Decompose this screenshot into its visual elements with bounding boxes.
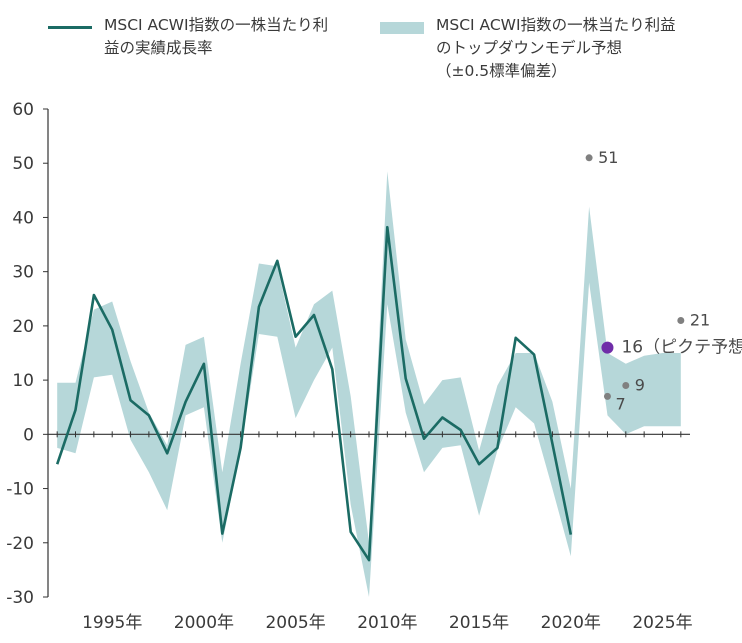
pictet-forecast-point	[601, 341, 614, 354]
legend-band-swatch	[380, 22, 424, 34]
forecast-point	[603, 392, 611, 400]
forecast-point-label: 21	[690, 310, 710, 329]
y-tick-label: 30	[12, 263, 34, 283]
y-tick-label: -10	[6, 480, 34, 500]
y-tick-label: 60	[12, 100, 34, 120]
forecast-point	[585, 154, 593, 162]
y-tick-label: -20	[6, 534, 34, 554]
y-tick-label: -30	[6, 588, 34, 608]
x-tick-label: 2015年	[449, 613, 509, 633]
y-tick-label: 0	[23, 425, 34, 445]
legend-item-actual: MSCI ACWI指数の一株当たり利 益の実績成長率	[48, 0, 328, 60]
forecast-point	[622, 382, 630, 390]
y-tick-label: 40	[12, 208, 34, 228]
forecast-point-label: 7	[615, 394, 625, 413]
forecast-point-label: 9	[635, 376, 645, 395]
pictet-forecast-label: 16（ピクテ予想）	[621, 338, 742, 358]
forecast-point	[677, 316, 685, 324]
x-tick-label: 1995年	[82, 613, 142, 633]
x-tick-label: 2000年	[174, 613, 234, 633]
legend-item-forecast: MSCI ACWI指数の一株当たり利益 のトップダウンモデル予想 （±0.5標準…	[380, 0, 676, 83]
y-tick-label: 10	[12, 371, 34, 391]
legend: MSCI ACWI指数の一株当たり利 益の実績成長率 MSCI ACWI指数の一…	[0, 0, 742, 90]
forecast-point-label: 51	[598, 148, 618, 167]
x-tick-label: 2005年	[265, 613, 325, 633]
legend-label-actual: MSCI ACWI指数の一株当たり利 益の実績成長率	[104, 16, 329, 57]
x-tick-label: 2010年	[357, 613, 417, 633]
y-tick-label: 50	[12, 154, 34, 174]
x-tick-label: 2020年	[541, 613, 601, 633]
actual-growth-line	[55, 225, 573, 562]
legend-label-forecast: MSCI ACWI指数の一株当たり利益 のトップダウンモデル予想 （±0.5標準…	[436, 16, 676, 80]
y-tick-label: 20	[12, 317, 34, 337]
x-tick-label: 2025年	[632, 613, 692, 633]
legend-line-swatch	[48, 26, 92, 29]
forecast-band-area	[57, 171, 681, 597]
